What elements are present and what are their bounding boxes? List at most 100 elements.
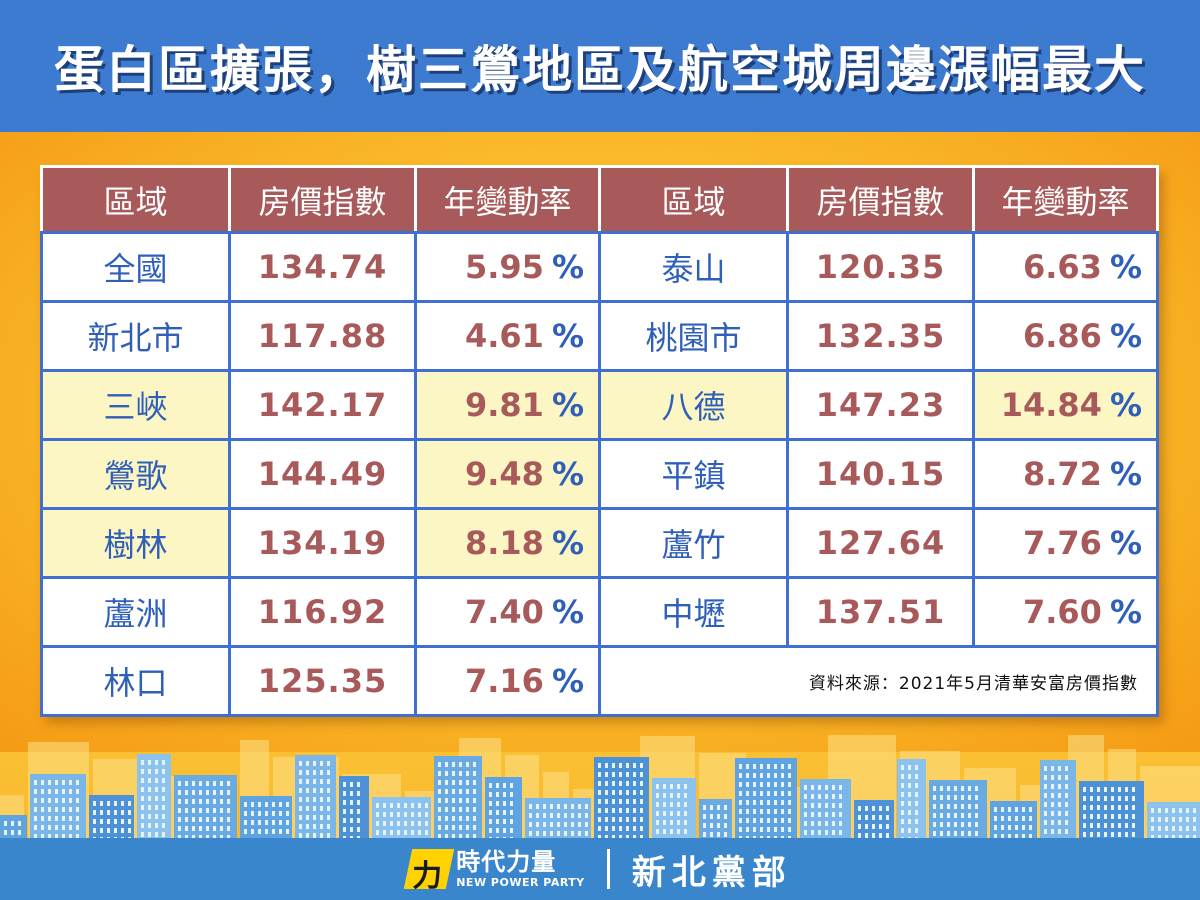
percent-sign: %	[1109, 386, 1142, 424]
skyline-building	[1079, 781, 1144, 845]
annual-change-value: 5.95	[464, 248, 544, 286]
skyline-building	[699, 799, 732, 845]
cell-annual-change: 14.84%	[972, 369, 1159, 441]
cell-area: 八德	[598, 369, 789, 441]
cell-area: 三峽	[40, 369, 231, 441]
annual-change-value: 7.40	[464, 593, 544, 631]
skyline-building	[295, 755, 336, 845]
annual-change-value: 4.61	[464, 317, 544, 355]
header-area-left: 區域	[40, 165, 231, 234]
cell-annual-change: 8.72%	[972, 438, 1159, 510]
cell-annual-change: 8.18%	[414, 507, 601, 579]
table-row: 蘆洲 116.92 7.40% 中壢 137.51 7.60%	[40, 576, 1159, 648]
table-row: 全國 134.74 5.95% 泰山 120.35 6.63%	[40, 231, 1159, 303]
header-banner: 蛋白區擴張，樹三鶯地區及航空城周邊漲幅最大	[0, 0, 1200, 132]
skyline-building	[1040, 760, 1076, 845]
cell-annual-change: 4.61%	[414, 300, 601, 372]
skyline-building	[800, 779, 851, 845]
party-logo: 力 時代力量 NEW POWER PARTY	[403, 848, 585, 894]
annual-change-value: 7.76	[1022, 524, 1102, 562]
cell-annual-change: 9.48%	[414, 438, 601, 510]
percent-sign: %	[1109, 524, 1142, 562]
cell-annual-change: 6.63%	[972, 231, 1159, 303]
annual-change-value: 9.81	[464, 386, 544, 424]
header-area-right: 區域	[598, 165, 789, 234]
cell-price-index: 134.74	[228, 231, 417, 303]
annual-change-value: 9.48	[464, 455, 544, 493]
header-index-left: 房價指數	[228, 165, 417, 234]
skyline-building	[372, 797, 431, 845]
page-title: 蛋白區擴張，樹三鶯地區及航空城周邊漲幅最大	[54, 41, 1146, 99]
cell-annual-change: 7.40%	[414, 576, 601, 648]
cell-area: 泰山	[598, 231, 789, 303]
cell-annual-change: 6.86%	[972, 300, 1159, 372]
percent-sign: %	[551, 662, 584, 700]
annual-change-value: 6.86	[1022, 317, 1102, 355]
annual-change-value: 7.60	[1022, 593, 1102, 631]
cell-price-index: 132.35	[786, 300, 975, 372]
skyline-building	[897, 759, 926, 845]
cell-area: 樹林	[40, 507, 231, 579]
table-row: 樹林 134.19 8.18% 蘆竹 127.64 7.76%	[40, 507, 1159, 579]
cell-price-index: 134.19	[228, 507, 417, 579]
header-rate-left: 年變動率	[414, 165, 601, 234]
annual-change-value: 8.72	[1022, 455, 1102, 493]
skyline-building	[30, 774, 86, 845]
header-rate-right: 年變動率	[972, 165, 1159, 234]
annual-change-value: 6.63	[1022, 248, 1102, 286]
cell-annual-change: 5.95%	[414, 231, 601, 303]
percent-sign: %	[551, 317, 584, 355]
skyline-building	[485, 777, 522, 845]
table-row: 三峽 142.17 9.81% 八德 147.23 14.84%	[40, 369, 1159, 441]
footer-divider	[606, 849, 610, 889]
cell-price-index: 117.88	[228, 300, 417, 372]
table-row: 鶯歌 144.49 9.48% 平鎮 140.15 8.72%	[40, 438, 1159, 510]
city-skyline	[0, 735, 1200, 845]
cell-annual-change: 9.81%	[414, 369, 601, 441]
skyline-building	[990, 801, 1037, 845]
skyline-building	[525, 798, 591, 845]
cell-area: 林口	[40, 645, 231, 717]
skyline-building	[652, 778, 696, 845]
header-index-right: 房價指數	[786, 165, 975, 234]
percent-sign: %	[551, 455, 584, 493]
table-body: 全國 134.74 5.95% 泰山 120.35 6.63% 新北市 117.88 4.61%…	[40, 231, 1159, 717]
cell-annual-change: 7.60%	[972, 576, 1159, 648]
cell-annual-change: 7.16%	[414, 645, 601, 717]
skyline-building	[929, 780, 987, 845]
cell-area: 全國	[40, 231, 231, 303]
skyline-building	[89, 795, 134, 845]
cell-price-index: 116.92	[228, 576, 417, 648]
logo-chinese-name: 時代力量	[456, 848, 557, 876]
cell-price-index: 120.35	[786, 231, 975, 303]
skyline-building	[174, 775, 237, 845]
price-index-table-wrapper: 區域 房價指數 年變動率 區域 房價指數 年變動率 全國 134.74 5.95% 泰…	[40, 165, 1159, 717]
percent-sign: %	[551, 386, 584, 424]
skyline-building	[137, 754, 171, 845]
logo-mark-glyph: 力	[412, 859, 443, 894]
percent-sign: %	[1109, 317, 1142, 355]
skyline-building	[339, 776, 369, 845]
logo-english-name: NEW POWER PARTY	[456, 876, 585, 889]
percent-sign: %	[1109, 248, 1142, 286]
percent-sign: %	[551, 248, 584, 286]
table-header-row: 區域 房價指數 年變動率 區域 房價指數 年變動率	[40, 165, 1159, 234]
branch-name: 新北黨部	[631, 852, 792, 893]
annual-change-value: 14.84	[1000, 386, 1102, 424]
skyline-building	[434, 756, 482, 845]
footer-bar: 力 時代力量 NEW POWER PARTY 新北黨部	[0, 838, 1200, 900]
table-row: 新北市 117.88 4.61% 桃園市 132.35 6.86%	[40, 300, 1159, 372]
skyline-building	[1147, 802, 1200, 845]
skyline-building	[240, 796, 292, 845]
skyline-building	[735, 758, 797, 845]
percent-sign: %	[1109, 455, 1142, 493]
cell-area: 桃園市	[598, 300, 789, 372]
cell-area: 蘆竹	[598, 507, 789, 579]
percent-sign: %	[1109, 593, 1142, 631]
cell-price-index: 127.64	[786, 507, 975, 579]
price-index-table: 區域 房價指數 年變動率 區域 房價指數 年變動率 全國 134.74 5.95% 泰…	[40, 165, 1159, 717]
cell-area: 鶯歌	[40, 438, 231, 510]
skyline-building	[594, 757, 649, 845]
cell-price-index: 142.17	[228, 369, 417, 441]
cell-price-index: 125.35	[228, 645, 417, 717]
